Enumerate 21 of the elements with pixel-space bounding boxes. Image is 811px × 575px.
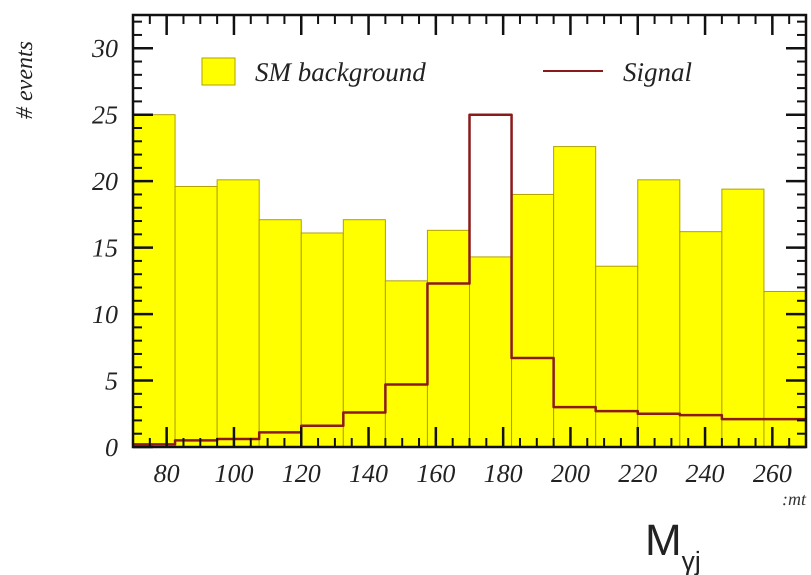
x-tick-label: 160 bbox=[416, 459, 456, 488]
y-tick-label: 5 bbox=[105, 366, 118, 396]
y-tick-label: 15 bbox=[92, 234, 118, 263]
y-tick-label: 0 bbox=[105, 433, 118, 462]
x-tick-label: 120 bbox=[282, 459, 321, 488]
x-tick-label: 140 bbox=[349, 459, 388, 488]
legend-label: Signal bbox=[623, 57, 692, 87]
legend-label: SM background bbox=[255, 57, 426, 87]
x-tick-label: 100 bbox=[214, 459, 254, 488]
x-tick-label: 240 bbox=[686, 459, 725, 488]
y-tick-label: 30 bbox=[91, 34, 118, 64]
y-tick-label: 25 bbox=[92, 100, 118, 130]
x-tick-label: 80 bbox=[154, 459, 180, 488]
y-tick-label: 20 bbox=[92, 167, 118, 196]
y-axis-title: # events bbox=[12, 41, 38, 119]
x-tick-label: 180 bbox=[484, 459, 523, 488]
x-tick-label: 260 bbox=[752, 459, 792, 488]
text: :mt bbox=[782, 489, 807, 509]
y-tick-label: 10 bbox=[92, 300, 118, 330]
x-tick-label: 200 bbox=[550, 459, 590, 488]
x-tick-label: 220 bbox=[618, 459, 658, 488]
